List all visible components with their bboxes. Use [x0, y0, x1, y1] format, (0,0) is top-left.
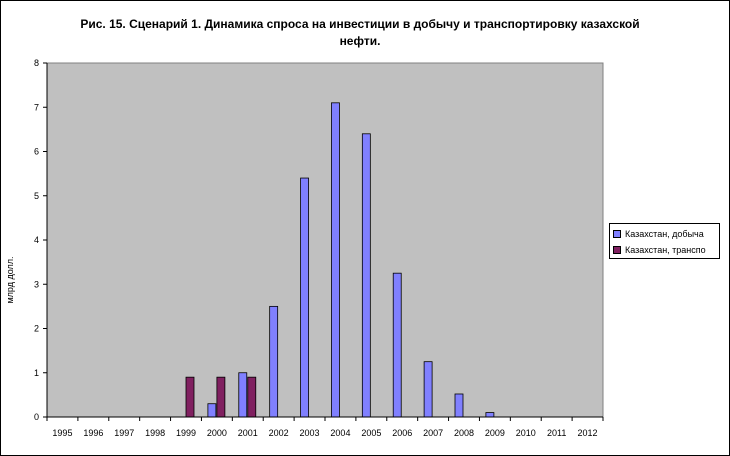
legend-swatch-production	[613, 230, 621, 238]
y-tick-label: 5	[34, 191, 39, 201]
y-tick-label: 0	[34, 412, 39, 422]
bar-production	[238, 372, 248, 418]
x-tick-label: 2004	[330, 428, 350, 438]
y-tick-label: 1	[34, 368, 39, 378]
bar-production	[485, 412, 495, 418]
x-tick-label: 2009	[485, 428, 505, 438]
x-tick-label: 2005	[361, 428, 381, 438]
y-tick-label: 4	[34, 235, 39, 245]
bar-production	[361, 133, 371, 418]
y-tick-label: 8	[34, 58, 39, 68]
y-tick-label: 2	[34, 324, 39, 334]
legend-item-transport: Казахстан, транспо	[613, 244, 706, 256]
legend-label-transport: Казахстан, транспо	[625, 245, 706, 255]
bar-production	[331, 102, 340, 418]
bar-transport	[216, 376, 226, 418]
bar-transport	[185, 376, 195, 418]
x-tick-label: 2012	[578, 428, 598, 438]
x-tick-label: 2000	[207, 428, 227, 438]
legend: Казахстан, добыча Казахстан, транспо	[609, 223, 720, 259]
x-tick-label: 2010	[516, 428, 536, 438]
bar-production	[392, 272, 402, 418]
bar-production	[423, 361, 433, 418]
x-tick-label: 2011	[547, 428, 566, 438]
bar-production	[300, 177, 309, 418]
x-tick-label: 1997	[114, 428, 134, 438]
legend-item-production: Казахстан, добыча	[613, 228, 704, 240]
x-tick-label: 1998	[145, 428, 165, 438]
x-tick-label: 2006	[392, 428, 412, 438]
x-tick-label: 1995	[52, 428, 72, 438]
x-tick-label: 2007	[423, 428, 443, 438]
legend-label-production: Казахстан, добыча	[625, 229, 704, 239]
legend-swatch-transport	[613, 246, 621, 254]
x-tick-label: 2003	[300, 428, 320, 438]
bar-production	[269, 305, 279, 418]
chart-title: Рис. 15. Сценарий 1. Динамика спроса на …	[80, 17, 640, 48]
bar-production	[454, 393, 464, 418]
x-tick-label: 1999	[176, 428, 196, 438]
bar-transport	[247, 376, 257, 418]
y-tick-label: 3	[34, 279, 39, 289]
bar-production	[207, 403, 217, 418]
x-tick-label: 1996	[83, 428, 103, 438]
x-tick-label: 2008	[454, 428, 474, 438]
x-tick-label: 2002	[269, 428, 289, 438]
x-tick-label: 2001	[238, 428, 258, 438]
y-tick-label: 6	[34, 147, 39, 157]
y-tick-label: 7	[34, 102, 39, 112]
plot-area	[46, 62, 604, 418]
